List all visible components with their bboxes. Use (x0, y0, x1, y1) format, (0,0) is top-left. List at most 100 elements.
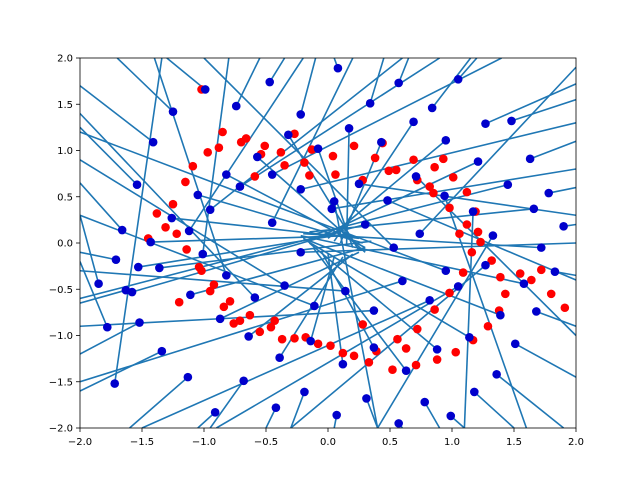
blue-points-25 (470, 387, 479, 397)
blue-points-34 (210, 407, 220, 417)
red-points-27 (411, 360, 421, 370)
blue-points-12 (365, 99, 375, 108)
blue-points-9 (265, 77, 275, 87)
line-segment-40 (159, 240, 372, 269)
blue-points-61 (313, 144, 323, 153)
blue-points-0 (110, 379, 120, 388)
red-points-69 (218, 127, 227, 137)
red-points-50 (393, 334, 402, 344)
red-points-20 (496, 272, 505, 282)
line-segment-33 (209, 380, 245, 428)
line-segment-27 (424, 401, 441, 428)
blue-points-71 (235, 182, 245, 191)
blue-points-60 (344, 124, 354, 133)
blue-points-66 (167, 213, 177, 223)
blue-points-95 (329, 197, 339, 206)
red-points-60 (430, 162, 439, 172)
red-points-72 (174, 297, 184, 307)
red-points-59 (448, 173, 458, 182)
red-points-58 (462, 187, 472, 197)
blue-points-18 (525, 154, 535, 164)
line-segment-3 (80, 182, 123, 231)
blue-points-13 (394, 78, 403, 88)
red-points-19 (487, 256, 496, 265)
red-points-9 (300, 158, 309, 167)
blue-points-54 (529, 204, 539, 214)
line-segment-60 (345, 128, 350, 245)
blue-points-19 (544, 188, 554, 198)
line-segment-8 (235, 58, 261, 107)
line-segment-36 (80, 350, 163, 392)
blue-points-80 (488, 231, 498, 240)
line-segment-39 (80, 251, 117, 261)
blue-points-15 (453, 74, 463, 84)
red-points-53 (445, 288, 454, 298)
blue-points-5 (148, 137, 158, 147)
blue-points-7 (200, 85, 210, 94)
line-segment-80 (376, 235, 494, 428)
blue-points-98 (415, 229, 425, 239)
blue-points-10 (296, 110, 306, 119)
x-tick-label: 1.0 (444, 437, 460, 448)
blue-points-40 (155, 263, 164, 273)
blue-points-2 (94, 279, 103, 289)
y-tick-label: −2.0 (49, 424, 73, 435)
blue-points-21 (550, 267, 560, 276)
red-points-33 (266, 322, 276, 332)
blue-points-68 (133, 262, 143, 272)
line-segment-52 (300, 234, 525, 285)
blue-points-57 (441, 136, 451, 145)
line-segment-72 (271, 58, 502, 176)
blue-points-43 (244, 332, 253, 341)
blue-points-85 (369, 306, 379, 315)
blue-points-37 (135, 318, 144, 327)
blue-points-39 (111, 255, 121, 264)
blue-points-72 (267, 170, 277, 179)
line-segment-93 (271, 58, 354, 224)
line-segment-91 (201, 58, 230, 255)
line-segment-5 (80, 85, 154, 143)
line-segment-24 (496, 373, 565, 428)
red-points-39 (172, 229, 182, 239)
line-segment-84 (80, 280, 403, 383)
line-segment-95 (333, 201, 379, 428)
blue-points-36 (157, 346, 167, 356)
line-segment-96 (80, 223, 366, 300)
red-points-16 (445, 203, 454, 213)
line-segment-9 (269, 58, 286, 83)
line-segment-74 (331, 168, 576, 210)
x-tick-label: 1.5 (506, 437, 522, 448)
red-points-35 (225, 296, 235, 306)
red-points-45 (277, 334, 287, 344)
red-points-10 (328, 151, 338, 161)
blue-points-84 (398, 276, 407, 286)
blue-points-47 (369, 343, 379, 352)
red-points-15 (429, 188, 438, 198)
x-tick-label: 0.5 (382, 437, 398, 448)
line-segment-15 (457, 58, 478, 80)
y-tick-label: −1.0 (49, 331, 73, 342)
red-points-54 (458, 268, 468, 277)
line-segment-71 (239, 58, 441, 188)
red-points-18 (476, 237, 485, 247)
line-segment-31 (290, 391, 306, 428)
blue-points-41 (186, 290, 195, 300)
blue-points-24 (492, 370, 501, 379)
red-points-68 (236, 137, 246, 147)
y-tick-label: −0.5 (49, 285, 73, 296)
red-points-62 (384, 166, 394, 176)
red-points-52 (430, 305, 439, 314)
blue-points-46 (338, 359, 348, 369)
red-points-51 (412, 324, 422, 334)
blue-points-23 (510, 339, 520, 349)
red-points-78 (527, 275, 536, 285)
y-tick-label: 1.0 (57, 146, 73, 157)
blue-points-58 (409, 117, 418, 127)
line-segment-6 (116, 58, 174, 113)
red-points-5 (214, 143, 224, 153)
blue-points-11 (333, 63, 343, 73)
blue-points-78 (440, 191, 449, 201)
red-points-61 (409, 155, 418, 165)
y-tick-label: 0.0 (57, 239, 73, 250)
